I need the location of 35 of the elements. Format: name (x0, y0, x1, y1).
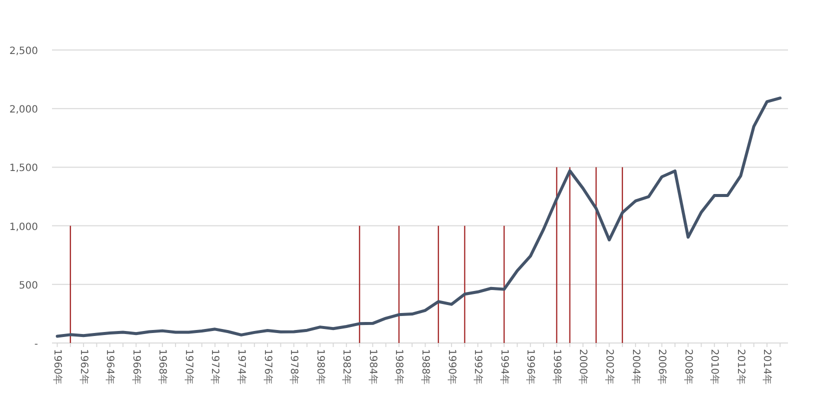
x-tick-label: 2002年 (604, 349, 616, 384)
x-tick-label: 1992年 (472, 349, 484, 384)
x-tick-label: 1982年 (340, 349, 353, 384)
x-tick-label: 1962年 (78, 349, 90, 384)
line-series (56, 96, 782, 338)
x-tick-label: 1984年 (366, 349, 379, 384)
x-tick-label: 1986年 (393, 349, 406, 384)
x-tick-label: 1980年 (314, 349, 326, 384)
y-tick-label: - (34, 339, 38, 350)
x-tick-label: 1996年 (524, 349, 537, 384)
x-tick-label: 2006年 (656, 349, 668, 384)
x-tick-label: 2012年 (734, 349, 747, 384)
x-tick-label: 1976年 (262, 349, 274, 384)
x-tick-label: 2000年 (577, 349, 590, 384)
x-tick-label: 1964年 (104, 349, 116, 384)
x-tick-label: 2010年 (708, 349, 721, 384)
x-tick-label: 1970年 (182, 349, 195, 384)
x-tick-label: 1978年 (288, 349, 300, 384)
x-tick-label: 1988年 (420, 349, 432, 384)
x-tick-label: 1966年 (130, 349, 142, 384)
x-tick-label: 2008年 (682, 349, 694, 384)
y-tick-label: 1,000 (9, 222, 38, 233)
y-tick-label: 500 (18, 280, 38, 292)
x-tick-label: 1974年 (236, 349, 248, 384)
x-tick-label: 2014年 (761, 349, 774, 384)
x-tick-label: 2004年 (630, 349, 642, 384)
y-tick-label: 1,500 (9, 163, 38, 174)
x-tick-label: 1994年 (498, 349, 510, 384)
x-tick-label: 1990年 (446, 349, 458, 384)
x-tick-label: 1968年 (156, 349, 169, 384)
y-tick-label: 2,000 (9, 104, 38, 116)
x-tick-label: 1972年 (209, 349, 222, 384)
y-tick-label: 2,500 (9, 46, 38, 57)
x-tick-label: 1998年 (550, 349, 563, 384)
x-tick-label: 1960年 (52, 349, 64, 384)
